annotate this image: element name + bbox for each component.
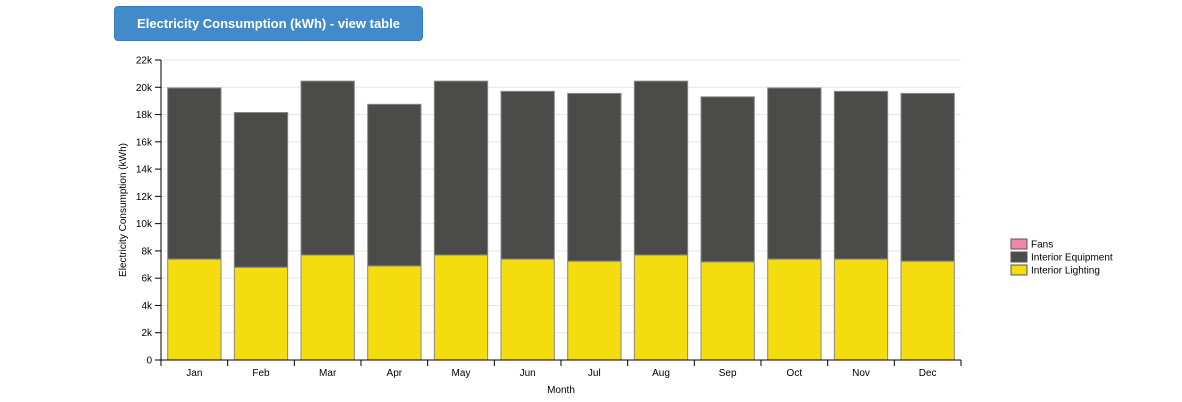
x-tick-label: Dec xyxy=(919,368,937,379)
bar-interior-equipment-aug xyxy=(633,80,689,256)
bar-interior-lighting-mar xyxy=(300,254,355,361)
y-tick-label: 4k xyxy=(141,301,153,312)
y-tick-label: 18k xyxy=(136,110,153,121)
bar-interior-equipment-jun xyxy=(500,90,555,260)
bar-interior-lighting-dec xyxy=(900,260,955,361)
bar-interior-lighting-sep xyxy=(700,261,755,361)
y-tick-label: 22k xyxy=(136,56,153,67)
y-axis-title: Electricity Consumption (kWh) xyxy=(118,143,129,277)
x-tick-label: Feb xyxy=(252,368,270,379)
bar-interior-lighting-jul xyxy=(567,260,622,361)
legend-swatch-interior-lighting xyxy=(1010,264,1028,276)
x-tick-label: Jun xyxy=(520,368,536,379)
bar-interior-equipment-nov xyxy=(833,90,889,260)
bar-interior-equipment-dec xyxy=(900,92,955,262)
legend: Fans Interior Equipment Interior Lighting xyxy=(1010,238,1113,277)
bar-interior-lighting-jan xyxy=(167,258,222,361)
legend-label-fans: Fans xyxy=(1031,240,1053,251)
bars xyxy=(167,80,955,361)
y-tick-label: 10k xyxy=(136,219,153,230)
bar-interior-equipment-feb xyxy=(233,112,289,268)
bar-interior-equipment-mar xyxy=(300,80,355,256)
legend-label-interior-lighting: Interior Lighting xyxy=(1031,266,1100,277)
x-tick-label: Sep xyxy=(719,368,737,379)
bar-interior-lighting-jun xyxy=(500,258,555,361)
bar-interior-equipment-oct xyxy=(767,87,822,260)
y-tick-label: 8k xyxy=(141,246,153,257)
x-tick-label: Nov xyxy=(852,368,870,379)
y-tick-label: 14k xyxy=(136,165,153,176)
legend-label-interior-equipment: Interior Equipment xyxy=(1031,253,1113,264)
bar-interior-lighting-nov xyxy=(833,258,889,361)
bar-interior-lighting-aug xyxy=(633,254,689,361)
bar-interior-lighting-may xyxy=(433,254,489,361)
x-tick-label: Apr xyxy=(387,368,403,379)
legend-swatch-interior-equipment xyxy=(1010,251,1028,263)
x-tick-label: Jul xyxy=(588,368,601,379)
bar-interior-equipment-jan xyxy=(167,87,222,260)
bar-interior-equipment-jul xyxy=(567,92,622,262)
bar-interior-equipment-may xyxy=(433,80,489,256)
x-tick-label: Jan xyxy=(186,368,202,379)
x-tick-label: May xyxy=(452,368,471,379)
y-tick-label: 6k xyxy=(141,274,153,285)
view-table-button[interactable]: Electricity Consumption (kWh) - view tab… xyxy=(114,6,423,41)
y-tick-label: 2k xyxy=(141,328,153,339)
bar-interior-lighting-feb xyxy=(233,266,289,361)
x-tick-label: Aug xyxy=(652,368,670,379)
y-tick-label: 16k xyxy=(136,137,153,148)
legend-swatch-fans xyxy=(1010,238,1028,250)
x-tick-label: Oct xyxy=(787,368,803,379)
x-tick-label: Mar xyxy=(319,368,337,379)
y-tick-label: 0 xyxy=(146,356,152,367)
bar-interior-lighting-oct xyxy=(767,258,822,361)
bar-interior-lighting-apr xyxy=(367,265,422,361)
bar-interior-equipment-apr xyxy=(367,103,422,267)
bar-interior-equipment-sep xyxy=(700,96,755,263)
x-axis: Jan Feb Mar Apr May Jun Jul Aug Sep Oct Nov Dec xyxy=(160,359,962,379)
y-tick-label: 12k xyxy=(136,192,153,203)
x-axis-title: Month xyxy=(547,385,575,396)
grid-lines xyxy=(161,59,961,361)
y-tick-label: 20k xyxy=(136,83,153,94)
y-axis: 0 2k 4k 6k 8k 10k 12k 14k 16k 18k 20k 22k xyxy=(136,56,162,367)
